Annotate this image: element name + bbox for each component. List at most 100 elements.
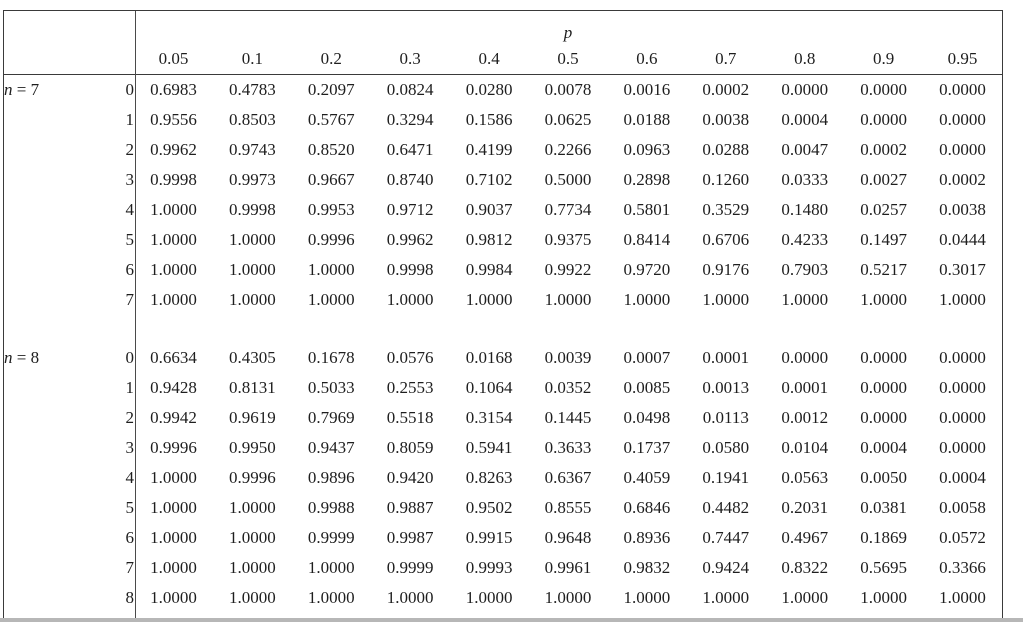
value-cell: 0.0000 [939,140,986,159]
value-cell: 0.7903 [781,260,829,279]
value-cell: 0.2031 [781,498,829,517]
value-cell: 1.0000 [150,528,197,547]
p-values-row: 0.05 0.1 0.2 0.3 0.4 0.5 0.6 0.7 0.8 0.9 0.95 [4,43,1002,75]
value-cell: 0.9667 [307,170,355,189]
n-label-cell-empty [4,583,100,613]
value-cell: 0.9556 [150,110,197,129]
header-corner-cell [4,43,134,75]
value-cell: 0.9648 [544,528,592,547]
value-cell: 0.1445 [544,408,592,427]
value-cell: 1.0000 [307,260,355,279]
value-cell: 1.0000 [228,290,276,309]
value-cell: 0.0039 [544,348,592,367]
k-cell: 2 [125,140,135,159]
value-cell: 0.8059 [386,438,434,457]
value-cell: 0.9887 [386,498,434,517]
k-cell: 8 [125,588,135,607]
value-cell: 0.9999 [386,558,434,577]
value-cell: 0.4783 [228,80,276,99]
value-cell: 1.0000 [386,290,434,309]
value-cell: 1.0000 [228,260,276,279]
value-cell: 0.0113 [702,408,749,427]
page-bottom-edge [0,618,1023,622]
table-row: 7 1.0000 1.0000 1.0000 1.0000 1.0000 1.0000 1.0… [4,285,1002,315]
value-cell: 0.3017 [939,260,986,279]
table-body: n = 7 0 0.6983 0.4783 0.2097 0.0824 0.0280 0.00… [4,75,1002,614]
value-cell: 0.0288 [702,140,750,159]
value-cell: 0.9922 [544,260,592,279]
value-cell: 0.9896 [307,468,355,487]
value-cell: 1.0000 [150,558,197,577]
value-cell: 0.1064 [465,378,513,397]
n-variable: n [4,80,13,99]
value-cell: 0.9420 [386,468,434,487]
value-cell: 0.9743 [228,140,276,159]
table-row: 5 1.0000 1.0000 0.9988 0.9887 0.9502 0.8555 0.6… [4,493,1002,523]
value-cell: 0.8263 [465,468,513,487]
table-row: 7 1.0000 1.0000 1.0000 0.9999 0.9993 0.9961 0.9… [4,553,1002,583]
value-cell: 0.0001 [702,348,750,367]
n-label-cell-empty [4,403,100,433]
value-cell: 0.9987 [386,528,434,547]
value-cell: 0.8520 [307,140,355,159]
value-cell: 0.5217 [860,260,907,279]
table-row: 3 0.9998 0.9973 0.9667 0.8740 0.7102 0.5000 0.2… [4,165,1002,195]
table-row: 2 0.9962 0.9743 0.8520 0.6471 0.4199 0.2266 0.0… [4,135,1002,165]
table-row: n = 7 0 0.6983 0.4783 0.2097 0.0824 0.0280 0.00… [4,75,1002,106]
value-cell: 0.9962 [150,140,197,159]
k-cell: 7 [125,290,135,309]
value-cell: 0.1869 [860,528,907,547]
k-cell: 7 [125,558,135,577]
value-cell: 0.1480 [781,200,829,219]
value-cell: 1.0000 [939,290,986,309]
n-label-cell-empty [4,195,100,225]
value-cell: 0.0027 [860,170,907,189]
value-cell: 0.2097 [307,80,355,99]
value-cell: 0.7102 [465,170,513,189]
n-label-cell-empty [4,493,100,523]
value-cell: 0.9998 [228,200,276,219]
value-cell: 0.0000 [860,378,907,397]
value-cell: 0.0563 [781,468,829,487]
value-cell: 1.0000 [150,290,197,309]
value-cell: 0.0013 [702,378,750,397]
n-label-cell-empty [4,135,100,165]
table-row: n = 8 0 0.6634 0.4305 0.1678 0.0576 0.0168 0.00… [4,343,1002,373]
value-cell: 0.8131 [228,378,276,397]
value-cell: 0.0352 [544,378,592,397]
n-equals-value: = 7 [16,80,40,99]
value-cell: 0.9720 [623,260,671,279]
p-value-header-cell: 0.05 [134,43,213,75]
value-cell: 0.5695 [860,558,907,577]
value-cell: 0.9712 [386,200,434,219]
value-cell: 1.0000 [228,528,276,547]
value-cell: 0.9942 [150,408,197,427]
value-cell: 0.0038 [702,110,750,129]
value-cell: 0.6634 [150,348,197,367]
value-cell: 1.0000 [307,290,355,309]
value-cell: 0.4482 [702,498,750,517]
value-cell: 0.9998 [150,170,197,189]
value-cell: 0.0002 [860,140,907,159]
n-label-cell-empty [4,523,100,553]
table-row: 6 1.0000 1.0000 1.0000 0.9998 0.9984 0.9922 0.9… [4,255,1002,285]
value-cell: 0.8555 [544,498,592,517]
value-cell: 0.0000 [860,408,907,427]
value-cell: 0.0000 [939,110,986,129]
table-header: p 0.05 0.1 0.2 0.3 0.4 0.5 0.6 0.7 0.8 0.9 0.95 [4,11,1002,75]
value-cell: 0.9812 [465,230,513,249]
binomial-cdf-table: p 0.05 0.1 0.2 0.3 0.4 0.5 0.6 0.7 0.8 0.9 0.95 n … [3,10,1003,618]
n-label-cell: n = 7 [4,75,100,106]
value-cell: 0.0000 [860,348,907,367]
value-cell: 0.1737 [623,438,671,457]
value-cell: 1.0000 [307,558,355,577]
value-cell: 0.0168 [465,348,513,367]
n-label-cell-empty [4,463,100,493]
value-cell: 0.9437 [307,438,355,457]
value-cell: 0.4967 [781,528,829,547]
value-cell: 0.0381 [860,498,907,517]
value-cell: 0.0000 [939,378,986,397]
k-cell: 1 [125,110,135,129]
n-label-cell-empty [4,225,100,255]
value-cell: 1.0000 [781,290,829,309]
